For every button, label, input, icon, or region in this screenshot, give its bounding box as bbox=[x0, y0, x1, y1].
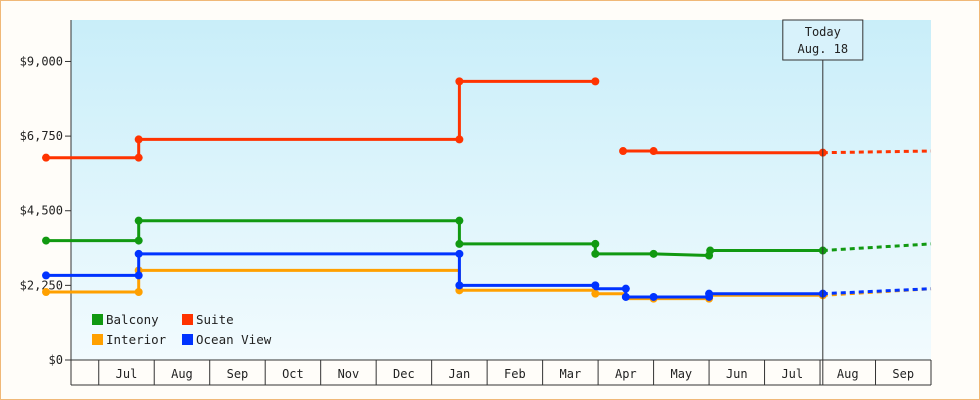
data-point bbox=[455, 249, 464, 258]
legend-label: Ocean View bbox=[196, 332, 272, 347]
data-point bbox=[649, 147, 658, 156]
x-tick-label: Aug bbox=[837, 367, 859, 381]
x-tick-label: Apr bbox=[615, 367, 637, 381]
legend-swatch bbox=[92, 314, 103, 325]
forecast-line bbox=[822, 287, 932, 296]
x-tick-label: Dec bbox=[393, 367, 415, 381]
series-line bbox=[46, 79, 596, 160]
today-marker: Today Aug. 18 bbox=[782, 19, 864, 385]
y-tick-label: $4,500 bbox=[20, 204, 63, 218]
data-point bbox=[134, 153, 143, 162]
today-box bbox=[782, 19, 864, 61]
x-tick-label: Jun bbox=[726, 367, 748, 381]
data-point bbox=[455, 135, 464, 144]
data-point bbox=[455, 216, 464, 225]
data-point bbox=[134, 288, 143, 296]
legend-label: Balcony bbox=[106, 312, 159, 327]
data-point bbox=[649, 292, 658, 301]
data-point bbox=[621, 284, 630, 293]
x-tick-label: Jul bbox=[116, 367, 138, 381]
data-point bbox=[591, 289, 600, 298]
data-point bbox=[42, 288, 51, 296]
legend-swatch bbox=[182, 314, 193, 325]
today-label: Today bbox=[805, 25, 841, 39]
data-point bbox=[134, 236, 143, 245]
series-ocean-view bbox=[42, 249, 932, 301]
data-point bbox=[619, 147, 628, 156]
series-suite bbox=[42, 77, 932, 162]
data-point bbox=[591, 249, 600, 258]
data-point bbox=[591, 281, 600, 290]
x-tick-label: Feb bbox=[504, 367, 526, 381]
data-point bbox=[134, 135, 143, 144]
plot-background bbox=[71, 20, 931, 360]
data-point bbox=[649, 249, 658, 258]
data-point bbox=[455, 281, 464, 290]
data-point bbox=[591, 77, 600, 86]
y-tick-label: $6,750 bbox=[20, 129, 63, 143]
series-layer bbox=[42, 77, 932, 303]
data-point bbox=[621, 292, 630, 301]
data-point bbox=[706, 246, 715, 255]
y-tick-label: $2,250 bbox=[20, 278, 63, 292]
x-tick-label: Mar bbox=[560, 367, 582, 381]
x-tick-label: Sep bbox=[892, 367, 914, 381]
forecast-line bbox=[822, 242, 932, 252]
data-point bbox=[42, 153, 51, 162]
data-point bbox=[591, 239, 600, 248]
x-tick-label: Sep bbox=[227, 367, 249, 381]
today-date: Aug. 18 bbox=[798, 42, 849, 56]
data-point bbox=[134, 249, 143, 258]
axes: $0 $2,250 $4,500 $6,750 $9,000 Jul Aug Sep Oct No… bbox=[20, 20, 932, 386]
forecast-line bbox=[822, 149, 932, 155]
x-tick-label: Aug bbox=[171, 367, 193, 381]
x-tick-label: Oct bbox=[282, 367, 304, 381]
legend-label: Suite bbox=[196, 312, 234, 327]
data-point bbox=[455, 77, 464, 86]
data-point bbox=[134, 271, 143, 280]
data-point bbox=[705, 289, 714, 298]
data-point bbox=[42, 236, 51, 245]
data-point bbox=[134, 216, 143, 225]
legend-swatch bbox=[92, 334, 103, 345]
legend-label: Interior bbox=[106, 332, 167, 347]
y-tick-label: $9,000 bbox=[20, 54, 63, 68]
series-balcony bbox=[42, 216, 932, 260]
legend: Balcony Suite Interior Ocean View bbox=[92, 312, 272, 347]
data-point bbox=[455, 239, 464, 248]
x-tick-label: May bbox=[670, 367, 692, 381]
x-tick-label: Jul bbox=[781, 367, 803, 381]
x-tick-label: Jan bbox=[449, 367, 471, 381]
legend-swatch bbox=[182, 334, 193, 345]
data-point bbox=[42, 271, 51, 280]
y-tick-label: $0 bbox=[49, 353, 63, 367]
x-tick-label: Nov bbox=[338, 367, 360, 381]
